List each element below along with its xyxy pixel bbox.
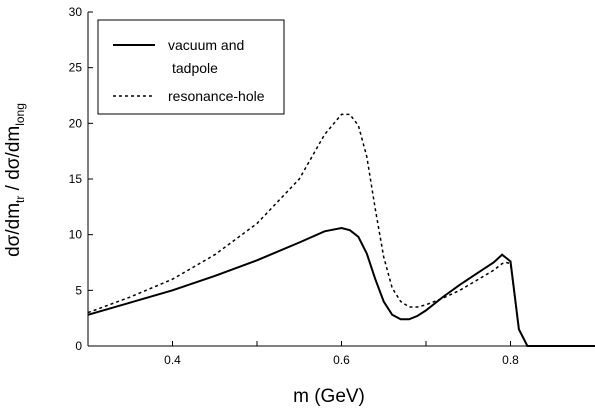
y-tick-label: 10 bbox=[69, 228, 83, 242]
series-line-solid bbox=[87, 226, 595, 347]
y-tick-label: 15 bbox=[69, 172, 83, 186]
y-axis-title-part: tr bbox=[13, 196, 27, 203]
y-tick-label: 5 bbox=[75, 283, 82, 297]
x-axis: 0.4 0.6 0.8 bbox=[164, 341, 519, 367]
y-axis: 0 5 10 15 20 25 30 bbox=[69, 5, 93, 353]
series-layer bbox=[87, 113, 595, 347]
y-axis-title: dσ/dmtr / dσ/dmlong bbox=[3, 103, 27, 257]
x-tick-label: 0.6 bbox=[333, 353, 350, 367]
x-tick-label: 0.8 bbox=[502, 353, 519, 367]
y-tick-label: 20 bbox=[69, 116, 83, 130]
legend-label: tadpole bbox=[172, 60, 218, 76]
legend-label: resonance-hole bbox=[168, 88, 265, 104]
y-tick-label: 25 bbox=[69, 61, 83, 75]
legend-box bbox=[97, 19, 285, 115]
y-tick-label: 0 bbox=[75, 339, 82, 353]
y-tick-label: 30 bbox=[69, 5, 83, 19]
x-axis-title: m (GeV) bbox=[293, 386, 365, 407]
legend: vacuum and tadpole resonance-hole bbox=[97, 19, 285, 115]
y-axis-title-part: dσ/dm bbox=[3, 203, 24, 257]
x-tick-label: 0.4 bbox=[164, 353, 181, 367]
y-axis-title-part: long bbox=[13, 103, 27, 126]
legend-label: vacuum and bbox=[168, 37, 244, 53]
y-axis-title-part: / dσ/dm bbox=[3, 126, 24, 196]
series-line-dashed bbox=[87, 113, 595, 347]
